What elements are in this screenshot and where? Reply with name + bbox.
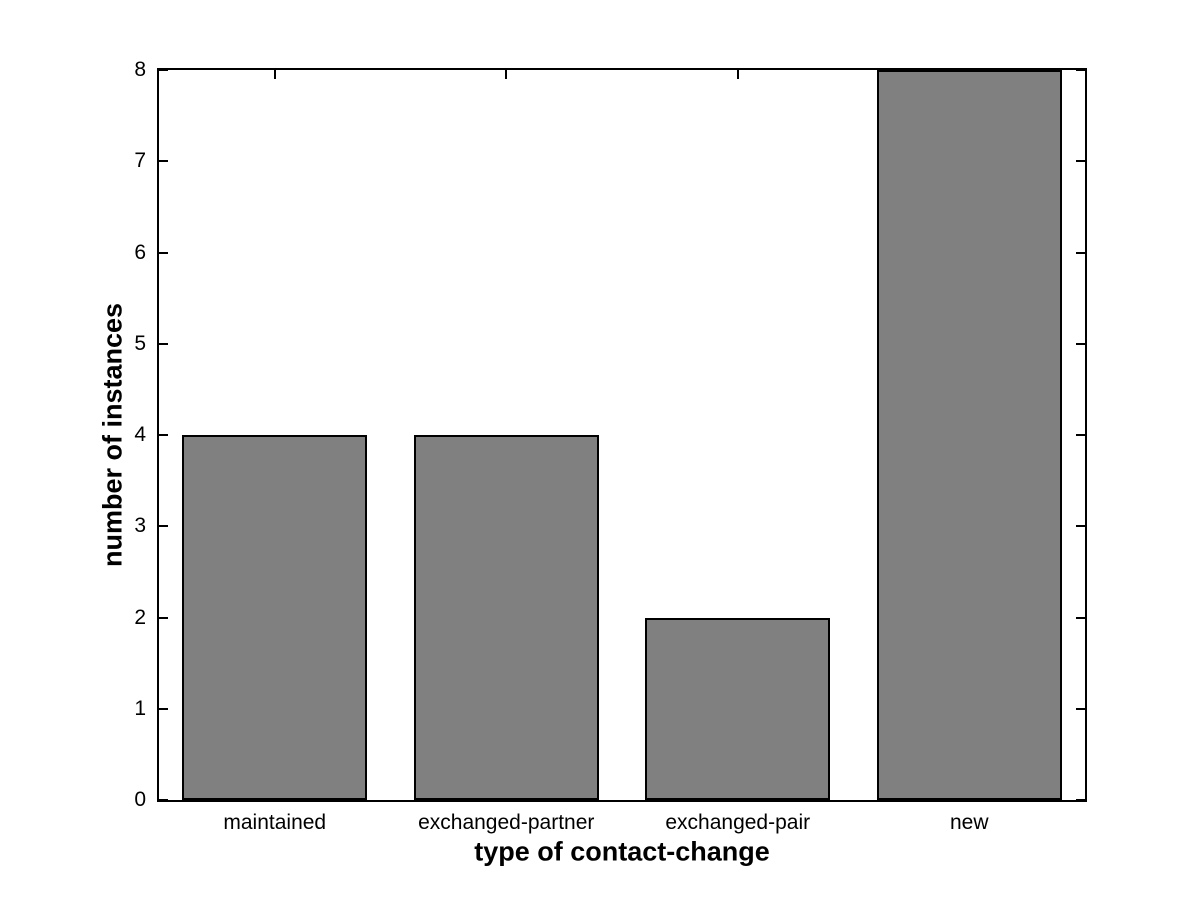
y-tick-right: [1076, 616, 1085, 619]
y-tick-label: 6: [134, 240, 146, 264]
y-tick-right: [1076, 251, 1085, 254]
y-tick-label: 0: [134, 788, 146, 811]
x-tick-top: [273, 70, 276, 79]
y-tick-label: 5: [134, 331, 146, 355]
y-tick-left: [159, 160, 168, 163]
y-tick-right: [1076, 525, 1085, 528]
y-tick-right: [1076, 160, 1085, 163]
y-tick-left: [159, 799, 168, 801]
y-tick-left: [159, 69, 168, 71]
x-category-label: exchanged-partner: [418, 811, 595, 834]
y-tick-right: [1076, 707, 1085, 710]
x-category-label: exchanged-pair: [665, 811, 811, 834]
bar-new: [876, 70, 1062, 800]
bar-exchanged-pair: [645, 617, 831, 800]
y-tick-right: [1076, 434, 1085, 436]
x-category-label: maintained: [223, 811, 327, 834]
y-tick-label: 3: [134, 514, 146, 538]
y-tick-left: [159, 707, 168, 710]
y-tick-left: [159, 251, 168, 254]
x-tick-top: [505, 70, 508, 79]
y-tick-label: 2: [134, 605, 146, 629]
x-tick-top: [736, 70, 739, 79]
plot-area: [157, 68, 1087, 802]
x-axis-label: type of contact-change: [474, 836, 770, 867]
y-tick-right: [1076, 799, 1085, 801]
y-tick-right: [1076, 69, 1085, 71]
y-tick-label: 7: [134, 149, 146, 173]
bar-maintained: [182, 435, 368, 800]
y-tick-right: [1076, 342, 1085, 345]
y-tick-label: 4: [134, 423, 146, 446]
y-tick-left: [159, 525, 168, 528]
x-category-label: new: [949, 811, 989, 834]
y-tick-label: 8: [134, 58, 146, 81]
y-tick-left: [159, 342, 168, 345]
y-tick-left: [159, 616, 168, 619]
y-tick-left: [159, 434, 168, 436]
bar-exchanged-partner: [413, 435, 599, 800]
y-tick-label: 1: [134, 696, 146, 720]
